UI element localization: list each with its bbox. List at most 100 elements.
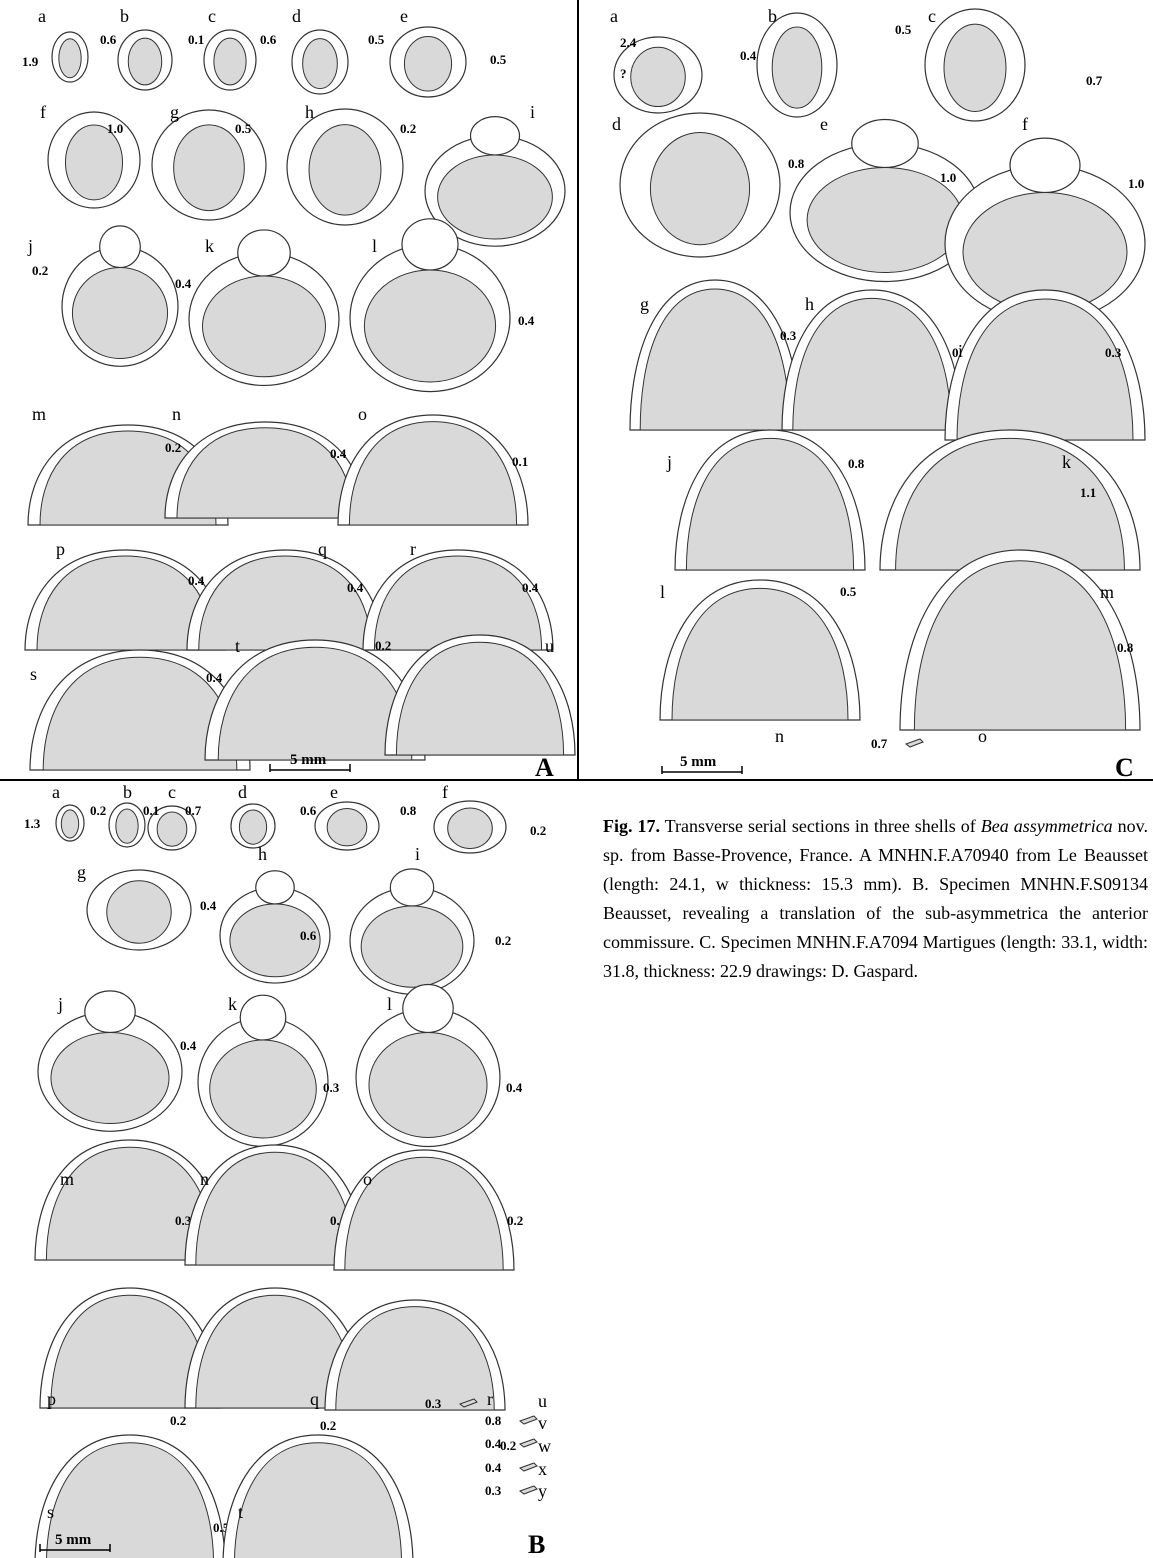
brachial-bump <box>389 868 435 907</box>
brachial-bump <box>84 990 136 1034</box>
serial-section <box>29 649 251 771</box>
section-distance: 0.4 <box>740 48 757 63</box>
section-letter: g <box>77 862 86 882</box>
serial-section <box>117 29 173 91</box>
section-distance: 0.1 <box>188 32 204 47</box>
section-letter: w <box>538 1436 551 1456</box>
serial-section <box>291 29 349 95</box>
lamella-fragment <box>904 738 924 748</box>
shell-cavity <box>234 1442 402 1558</box>
section-letter: d <box>292 6 301 26</box>
serial-section <box>186 549 384 651</box>
section-distance: 0.2 <box>500 1438 516 1453</box>
scale-bar-C-label: 5 mm <box>680 754 717 770</box>
section-letter: l <box>660 582 665 602</box>
section-distance: 0.3 <box>175 1213 192 1228</box>
serial-section <box>789 118 981 283</box>
section-distance: 0.7 <box>1086 73 1103 88</box>
section-distance: 0.4 <box>206 670 223 685</box>
section-distance: 0.3 <box>323 1080 340 1095</box>
section-distance: 1.0 <box>107 121 123 136</box>
serial-section <box>899 549 1141 731</box>
serial-section <box>47 111 141 209</box>
section-letter: v <box>538 1413 547 1433</box>
serial-section <box>34 1434 226 1558</box>
shell-cavity <box>106 880 172 944</box>
section-letter: o <box>363 1169 372 1189</box>
section-letter: m <box>60 1169 74 1189</box>
lamella-fragment <box>518 1485 538 1495</box>
scale-bar-B: 5 mm <box>39 1532 111 1552</box>
serial-section <box>204 639 426 761</box>
section-letter: h <box>258 844 267 864</box>
section-letter: s <box>47 1502 54 1522</box>
brachial-bump <box>851 118 919 169</box>
section-letter: x <box>538 1459 547 1479</box>
section-letter: k <box>1062 452 1071 472</box>
section-distance: 0.8 <box>788 156 805 171</box>
section-letter: q <box>318 539 327 559</box>
section-distance: 0.4 <box>485 1460 502 1475</box>
scale-bar-C: 5 mm <box>661 754 743 774</box>
shell-cavity <box>395 641 565 756</box>
plate-B: a 1.3 b 0.2 c 0.1 d 0.7 e 0.6 f 0.8 0.2 g 0.4 h 0.6 i 0.2 j… <box>24 782 551 1558</box>
caption-label: Fig. 17. <box>603 816 660 836</box>
section-distance: 0.4 <box>330 446 347 461</box>
section-letter: k <box>228 994 237 1014</box>
brachial-bump <box>237 229 291 277</box>
serial-section <box>286 108 404 226</box>
shell-cavity <box>685 437 855 571</box>
section-distance: 0.5 <box>368 32 385 47</box>
shell-cavity <box>335 1306 495 1411</box>
section-distance: 0.4 <box>485 1436 502 1451</box>
shell-cavity <box>639 288 791 431</box>
section-letter: o <box>358 404 367 424</box>
section-distance: 1.3 <box>24 816 41 831</box>
section-distance: 0.5 <box>840 584 857 599</box>
serial-section <box>222 1434 414 1558</box>
shell-cavity <box>173 124 245 212</box>
plate-C: a2.4?b0.4c0.50.7d0.8e1.0f1.0g0.3h0.1i 0.3… <box>610 6 1146 751</box>
section-letter: y <box>538 1481 547 1501</box>
shell-cavity <box>895 437 1125 571</box>
section-letter: a <box>610 6 618 26</box>
section-letter: g <box>170 102 179 122</box>
section-letter: u <box>538 1391 547 1411</box>
serial-section <box>629 279 801 431</box>
section-distance: 0.2 <box>32 263 48 278</box>
section-letter: i <box>958 341 963 361</box>
section-distance: 0.5 <box>895 22 912 37</box>
serial-section <box>389 26 467 98</box>
serial-section <box>86 869 192 951</box>
brachial-bump <box>255 870 295 905</box>
serial-section <box>188 229 340 387</box>
shell-cavity <box>46 1442 214 1558</box>
section-distance: 2.4 <box>620 35 637 50</box>
shell-cavity <box>127 37 163 86</box>
serial-section <box>337 414 529 526</box>
section-letter: f <box>1022 114 1028 134</box>
serial-section <box>756 12 838 118</box>
section-distance: 0.8 <box>400 803 417 818</box>
section-letter: s <box>30 664 37 684</box>
serial-section <box>37 990 183 1132</box>
section-distance: 0.4 <box>200 898 217 913</box>
section-distance: 0.1 <box>512 454 528 469</box>
section-distance: 0.5 <box>235 121 252 136</box>
section-letter: m <box>1100 582 1114 602</box>
shell-cavity <box>156 811 188 847</box>
serial-section <box>924 8 1026 122</box>
serial-section <box>433 800 507 854</box>
serial-section <box>184 1144 366 1266</box>
lamella-fragment <box>518 1438 538 1448</box>
shell-cavity <box>368 1032 488 1138</box>
section-letter: r <box>487 1389 493 1409</box>
brachial-bump <box>1009 137 1081 194</box>
serial-section <box>518 1438 538 1448</box>
shell-cavity <box>115 808 139 844</box>
section-distance: 0.6 <box>260 32 277 47</box>
serial-section <box>362 549 554 651</box>
figure-caption: Fig. 17. Transverse serial sections in t… <box>603 812 1148 986</box>
shell-cavity <box>671 587 849 721</box>
section-letter: j <box>57 994 63 1014</box>
